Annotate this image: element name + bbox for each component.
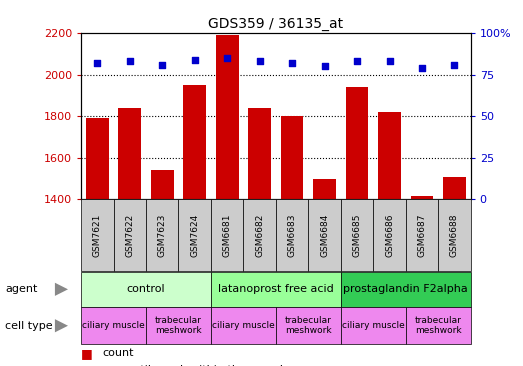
Point [223,55,231,61]
Point [321,63,329,69]
Point [288,60,297,66]
Bar [281,116,303,199]
Text: prostaglandin F2alpha: prostaglandin F2alpha [344,284,468,294]
Point [385,58,394,64]
Text: GSM6681: GSM6681 [223,213,232,257]
Text: cell type: cell type [5,321,53,331]
Text: GSM6686: GSM6686 [385,213,394,257]
Point [255,58,264,64]
Text: GSM7621: GSM7621 [93,213,102,257]
Text: ciliary muscle: ciliary muscle [342,321,405,330]
Text: control: control [127,284,165,294]
Text: GSM7623: GSM7623 [158,213,167,257]
Text: ■: ■ [81,347,93,360]
Bar [378,112,401,199]
Text: latanoprost free acid: latanoprost free acid [218,284,334,294]
Text: GSM6682: GSM6682 [255,213,264,257]
Text: GSM6687: GSM6687 [417,213,426,257]
Text: GSM7624: GSM7624 [190,213,199,257]
Text: ■: ■ [81,363,93,366]
Bar [118,108,141,199]
Text: GSM6685: GSM6685 [353,213,361,257]
Bar [313,179,336,199]
Bar [216,35,238,199]
Text: trabecular
meshwork: trabecular meshwork [155,316,202,336]
Text: count: count [102,348,133,358]
Point [450,61,459,67]
Point [353,58,361,64]
Bar [248,108,271,199]
Bar [151,170,174,199]
Text: agent: agent [5,284,38,294]
Bar [184,85,206,199]
Text: ciliary muscle: ciliary muscle [82,321,145,330]
Point [126,58,134,64]
Text: GSM6683: GSM6683 [288,213,297,257]
Text: GSM6684: GSM6684 [320,213,329,257]
Text: percentile rank within the sample: percentile rank within the sample [102,365,290,366]
Bar [86,118,109,199]
Bar [443,176,466,199]
Text: ciliary muscle: ciliary muscle [212,321,275,330]
Point [93,60,101,66]
Text: trabecular
meshwork: trabecular meshwork [285,316,332,336]
Text: trabecular
meshwork: trabecular meshwork [415,316,462,336]
Point [418,65,426,71]
Text: GSM6688: GSM6688 [450,213,459,257]
Bar [346,87,368,199]
Title: GDS359 / 36135_at: GDS359 / 36135_at [208,16,344,30]
Point [158,61,166,67]
Bar [411,196,434,199]
Text: GSM7622: GSM7622 [126,213,134,257]
Point [190,57,199,63]
